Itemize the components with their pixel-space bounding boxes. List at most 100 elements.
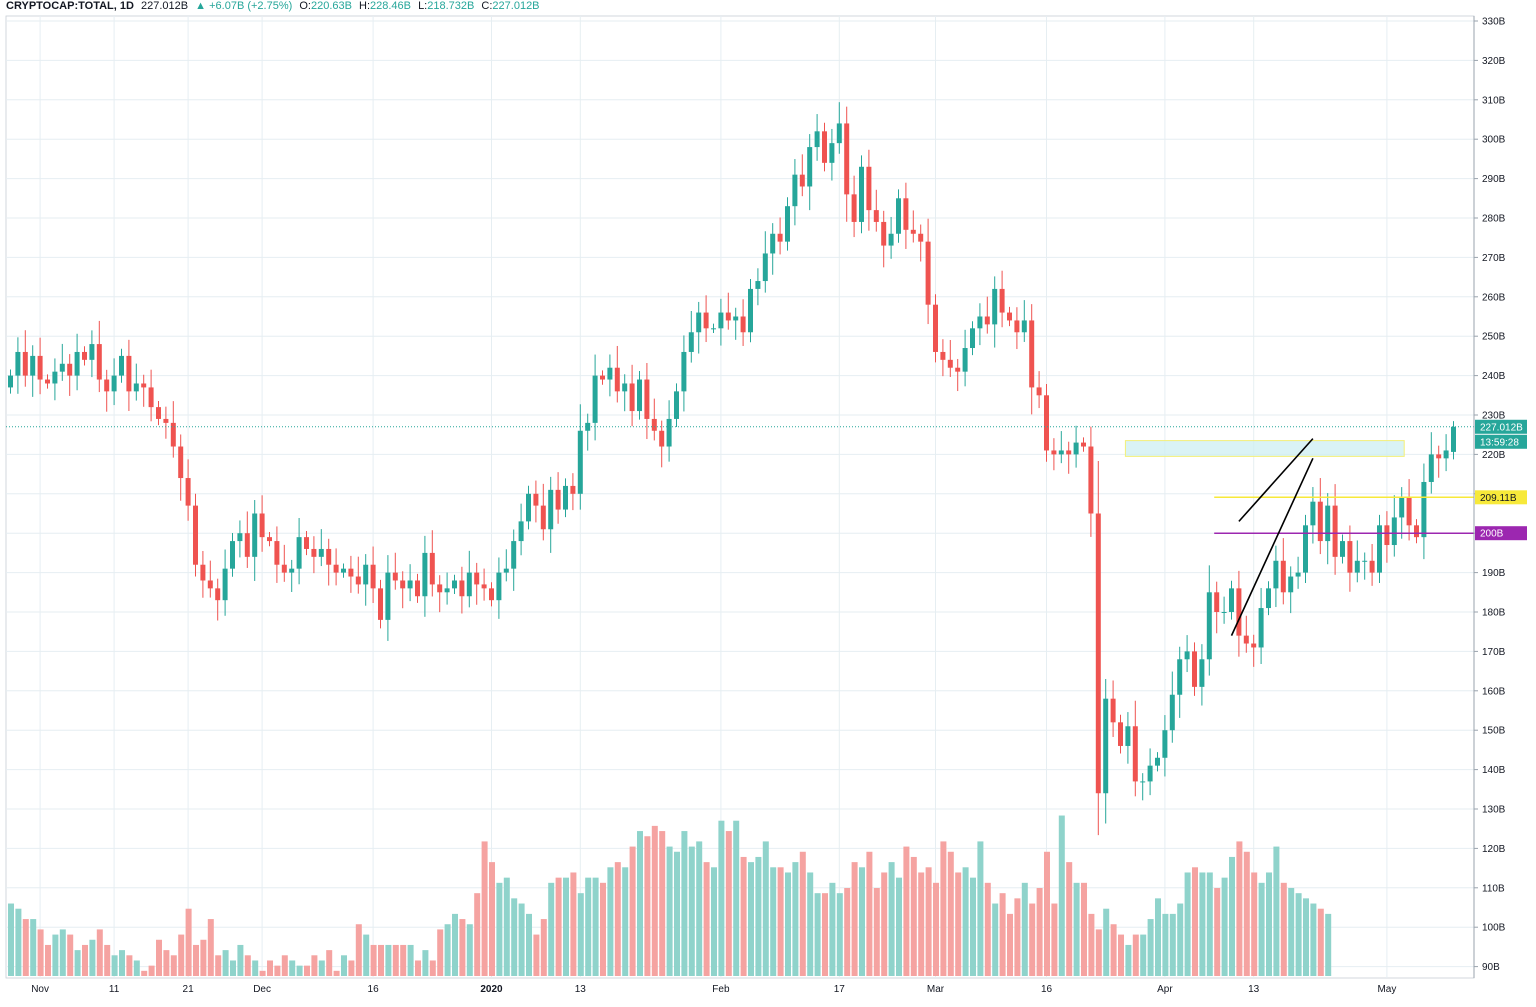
candle-body[interactable]	[119, 355, 124, 376]
candle-body[interactable]	[526, 493, 531, 522]
candle-body[interactable]	[1214, 592, 1220, 612]
candle-body[interactable]	[474, 572, 480, 585]
candle-body[interactable]	[1036, 387, 1042, 396]
candle-body[interactable]	[829, 143, 835, 163]
candle-body[interactable]	[770, 233, 776, 254]
candle-body[interactable]	[126, 355, 132, 392]
candle-body[interactable]	[481, 584, 487, 589]
candle-body[interactable]	[96, 344, 102, 380]
candle-body[interactable]	[1414, 525, 1419, 538]
candle-body[interactable]	[785, 206, 790, 242]
candle-body[interactable]	[178, 446, 184, 479]
candle-body[interactable]	[1317, 501, 1323, 542]
candle-body[interactable]	[1125, 726, 1131, 746]
candle-body[interactable]	[733, 316, 739, 321]
candle-body[interactable]	[955, 367, 961, 372]
candle-body[interactable]	[1354, 560, 1360, 573]
candle-body[interactable]	[1103, 698, 1109, 794]
candle-body[interactable]	[1443, 450, 1449, 459]
candlesticks[interactable]	[8, 102, 1456, 836]
candle-body[interactable]	[1066, 450, 1072, 455]
candle-body[interactable]	[274, 541, 280, 565]
candle-body[interactable]	[1162, 730, 1168, 758]
candle-body[interactable]	[363, 564, 369, 585]
candle-body[interactable]	[15, 351, 21, 376]
candle-body[interactable]	[637, 379, 642, 412]
candle-body[interactable]	[681, 351, 687, 392]
candle-body[interactable]	[333, 564, 339, 573]
candle-body[interactable]	[651, 418, 657, 431]
candle-body[interactable]	[970, 328, 975, 349]
candle-body[interactable]	[814, 131, 820, 148]
candle-body[interactable]	[133, 383, 139, 392]
candle-body[interactable]	[607, 367, 613, 380]
candle-body[interactable]	[792, 174, 798, 207]
candle-body[interactable]	[1399, 497, 1405, 518]
candle-body[interactable]	[1132, 726, 1138, 782]
candle-body[interactable]	[1095, 513, 1101, 794]
candle-body[interactable]	[163, 418, 169, 423]
candle-body[interactable]	[370, 564, 376, 589]
candle-body[interactable]	[207, 580, 213, 589]
candle-body[interactable]	[1273, 560, 1279, 589]
candle-body[interactable]	[111, 375, 117, 392]
candle-body[interactable]	[1177, 659, 1183, 695]
candle-body[interactable]	[503, 568, 509, 573]
candle-body[interactable]	[141, 383, 147, 388]
candle-body[interactable]	[59, 363, 65, 372]
candle-body[interactable]	[1406, 497, 1412, 526]
candle-body[interactable]	[718, 312, 724, 329]
candle-body[interactable]	[570, 485, 576, 494]
time-axis[interactable]: Nov 11 21 Dec 16 2020 13 Feb 17 Mar 16 Apr 13 May	[31, 984, 1396, 995]
candle-body[interactable]	[851, 194, 857, 222]
candle-body[interactable]	[1428, 454, 1434, 482]
candle-body[interactable]	[563, 485, 568, 510]
candle-body[interactable]	[1266, 588, 1271, 609]
candle-body[interactable]	[585, 422, 591, 431]
candle-body[interactable]	[933, 304, 938, 352]
candle-body[interactable]	[674, 391, 679, 419]
candle-body[interactable]	[888, 233, 894, 246]
candle-body[interactable]	[1118, 722, 1123, 746]
candle-body[interactable]	[355, 576, 361, 585]
candle-body[interactable]	[859, 166, 864, 222]
candle-body[interactable]	[1169, 694, 1175, 731]
candle-body[interactable]	[910, 229, 916, 234]
candle-body[interactable]	[1310, 501, 1316, 526]
candle-body[interactable]	[659, 430, 665, 447]
candle-body[interactable]	[629, 383, 635, 412]
candle-body[interactable]	[614, 367, 620, 392]
candle-body[interactable]	[45, 379, 50, 384]
candle-body[interactable]	[104, 379, 110, 392]
candle-body[interactable]	[1251, 643, 1257, 648]
candle-body[interactable]	[1451, 426, 1456, 452]
candle-body[interactable]	[1362, 560, 1368, 562]
candle-body[interactable]	[896, 198, 901, 234]
candle-body[interactable]	[326, 548, 332, 565]
candle-body[interactable]	[215, 588, 221, 601]
candle-body[interactable]	[148, 387, 154, 408]
candle-body[interactable]	[903, 198, 909, 230]
candle-body[interactable]	[429, 552, 435, 585]
candle-body[interactable]	[296, 537, 302, 569]
symbol-label[interactable]: CRYPTOCAP:TOTAL, 1D	[6, 0, 134, 12]
candle-body[interactable]	[489, 588, 494, 601]
candle-body[interactable]	[755, 281, 761, 289]
candle-body[interactable]	[252, 513, 258, 557]
candle-body[interactable]	[940, 351, 946, 360]
candle-body[interactable]	[1303, 525, 1308, 573]
candle-body[interactable]	[407, 580, 413, 589]
candle-body[interactable]	[348, 568, 354, 577]
candle-body[interactable]	[977, 316, 983, 329]
candle-body[interactable]	[518, 521, 524, 542]
candle-body[interactable]	[22, 351, 28, 376]
candle-body[interactable]	[1288, 576, 1294, 593]
candle-body[interactable]	[962, 348, 968, 372]
candle-body[interactable]	[666, 418, 672, 447]
candle-body[interactable]	[37, 355, 43, 380]
candle-body[interactable]	[548, 489, 554, 530]
candle-body[interactable]	[925, 241, 931, 305]
candle-body[interactable]	[1014, 320, 1020, 333]
candle-body[interactable]	[622, 383, 628, 392]
candle-body[interactable]	[89, 344, 95, 360]
